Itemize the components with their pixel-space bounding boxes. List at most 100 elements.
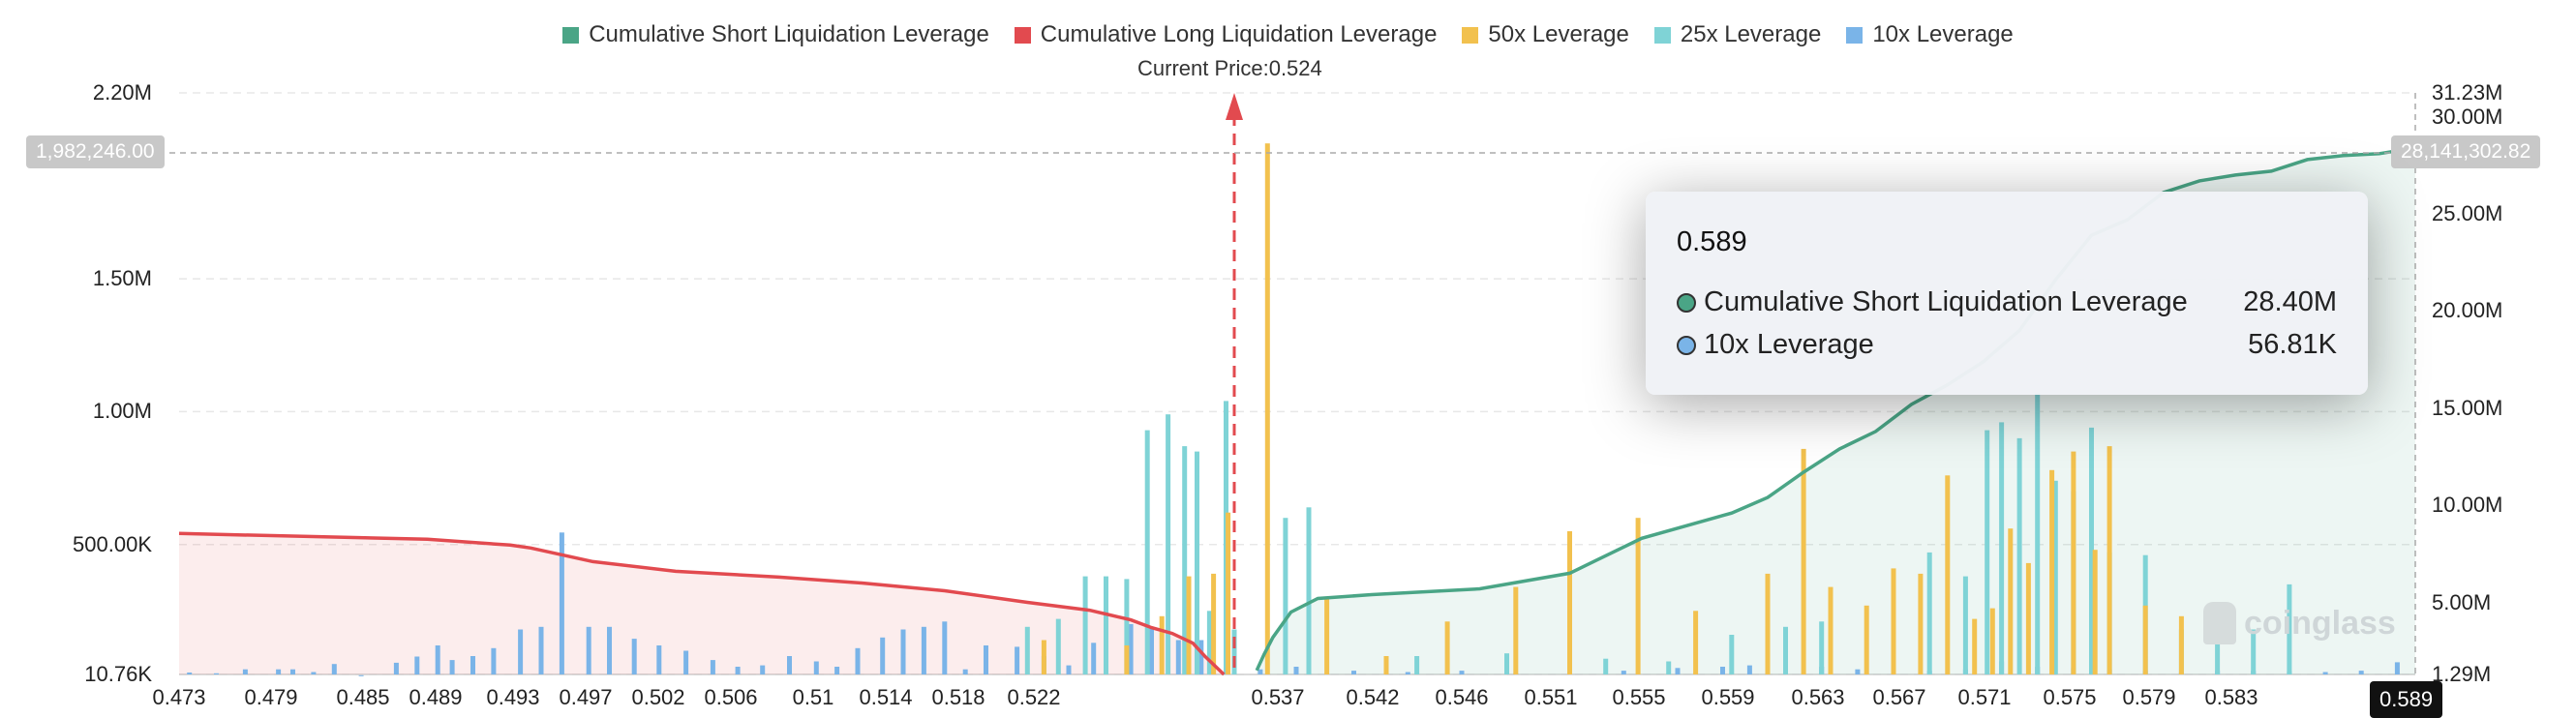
x-axis-tick: 0.579	[2122, 685, 2176, 709]
legend-item[interactable]: 10x Leverage	[1846, 21, 2014, 48]
25x-leverage-bar	[1666, 661, 1672, 674]
25x-leverage-bar	[1144, 430, 1150, 674]
25x-leverage-bar	[1024, 626, 1030, 674]
x-axis-tick: 0.563	[1791, 685, 1845, 709]
25x-leverage-bar	[2287, 583, 2292, 674]
legend-swatch-icon	[562, 26, 580, 44]
10x-leverage-bar	[1855, 669, 1861, 674]
25x-leverage-bar	[1283, 518, 1288, 674]
legend-label: 50x Leverage	[1488, 21, 1629, 47]
50x-leverage-bar	[1383, 656, 1389, 674]
watermark-text: coinglass	[2244, 604, 2396, 642]
tooltip: 0.589 Cumulative Short Liquidation Lever…	[1646, 192, 2368, 395]
50x-leverage-bar	[1864, 605, 1869, 674]
50x-leverage-bar	[1124, 645, 1130, 674]
10x-leverage-bar	[1720, 667, 1725, 674]
50x-leverage-bar	[2049, 469, 2055, 674]
10x-leverage-bar	[2322, 672, 2328, 674]
x-axis-tick: 0.514	[859, 685, 913, 709]
legend-item[interactable]: Cumulative Short Liquidation Leverage	[562, 21, 989, 48]
10x-leverage-bar	[1015, 646, 1020, 674]
10x-leverage-bar	[358, 674, 364, 676]
10x-leverage-bar	[900, 629, 906, 674]
50x-leverage-bar	[1186, 576, 1192, 674]
50x-leverage-bar	[1324, 597, 1330, 674]
watermark: coinglass	[2203, 602, 2396, 644]
tooltip-row-name: Cumulative Short Liquidation Leverage	[1704, 286, 2188, 317]
50x-leverage-bar	[2092, 550, 2098, 674]
10x-leverage-bar	[984, 645, 988, 674]
x-axis-tick: 0.571	[1957, 685, 2012, 709]
10x-leverage-bar	[631, 639, 637, 674]
25x-leverage-bar	[1999, 422, 2005, 674]
current-price-arrow-icon	[1226, 93, 1243, 120]
legend-item[interactable]: Cumulative Long Liquidation Leverage	[1014, 21, 1437, 48]
50x-leverage-bar	[2008, 528, 2014, 674]
10x-leverage-bar	[683, 650, 689, 674]
25x-leverage-bar	[1414, 656, 1420, 674]
x-axis-tick: 0.551	[1524, 685, 1578, 709]
x-axis-tick: 0.51	[792, 685, 834, 709]
10x-leverage-bar	[1258, 669, 1263, 674]
25x-leverage-bar	[2089, 427, 2094, 674]
10x-leverage-bar	[187, 673, 193, 674]
10x-leverage-bar	[1459, 671, 1465, 674]
legend: Cumulative Short Liquidation Leverage Cum…	[0, 21, 2576, 48]
25x-leverage-bar	[1783, 626, 1788, 674]
10x-leverage-bar	[242, 669, 248, 674]
10x-leverage-bar	[276, 669, 282, 674]
x-axis-tick: 0.559	[1701, 685, 1755, 709]
10x-leverage-bar	[1746, 665, 1752, 674]
25x-leverage-bar	[1962, 576, 1968, 674]
long-liquidation-line	[178, 531, 1226, 676]
25x-leverage-bar	[1985, 430, 1990, 674]
10x-leverage-bar	[1621, 671, 1626, 674]
10x-leverage-bar	[813, 661, 819, 674]
10x-leverage-bar	[787, 656, 792, 674]
10x-leverage-bar	[311, 672, 317, 674]
10x-leverage-bar	[586, 626, 591, 674]
25x-leverage-bar	[1231, 629, 1237, 674]
x-axis-tick: 0.506	[704, 685, 758, 709]
25x-leverage-bar	[1195, 451, 1199, 674]
10x-leverage-bar	[834, 667, 840, 674]
legend-item[interactable]: 25x Leverage	[1653, 21, 1822, 48]
left-axis-tick: 1.00M	[92, 399, 152, 423]
tooltip-row-value: 56.81K	[2248, 329, 2337, 360]
current-price-label: Current Price:0.524	[1137, 56, 1322, 80]
10x-leverage-bar	[656, 645, 662, 674]
crosshair-x-value: 0.589	[2370, 681, 2443, 718]
right-axis-tick: 15.00M	[2432, 396, 2503, 420]
10x-leverage-bar	[290, 669, 295, 674]
10x-leverage-bar	[1351, 671, 1356, 674]
50x-leverage-bar	[1972, 618, 1978, 674]
10x-leverage-bar	[331, 664, 337, 674]
25x-leverage-bar	[1166, 414, 1171, 674]
x-axis-tick: 0.497	[559, 685, 613, 709]
10x-leverage-bar	[855, 647, 861, 674]
25x-leverage-bar	[2016, 437, 2022, 674]
legend-swatch-icon	[1462, 26, 1479, 44]
series-dot-icon	[1677, 292, 1696, 313]
right-axis-tick: 25.00M	[2432, 201, 2503, 225]
25x-leverage-bar	[1504, 653, 1509, 674]
right-axis-tick: 31.23M	[2432, 80, 2503, 105]
50x-leverage-bar	[2071, 451, 2076, 674]
50x-leverage-bar	[1635, 518, 1641, 674]
legend-label: Cumulative Short Liquidation Leverage	[589, 21, 989, 47]
25x-leverage-bar	[1182, 446, 1188, 674]
50x-leverage-bar	[2142, 605, 2148, 674]
10x-leverage-bar	[449, 660, 455, 674]
x-axis-tick: 0.518	[931, 685, 985, 709]
10x-leverage-bar	[2394, 662, 2400, 674]
long-liquidation-area	[179, 533, 1225, 674]
10x-leverage-bar	[2358, 671, 2364, 674]
50x-leverage-bar	[2025, 562, 2031, 674]
legend-label: 25x Leverage	[1680, 21, 1822, 47]
tooltip-row-value: 28.40M	[2243, 286, 2337, 317]
10x-leverage-bar	[1293, 667, 1299, 674]
left-axis-tick: 2.20M	[92, 80, 152, 105]
x-axis-tick: 0.537	[1251, 685, 1305, 709]
50x-leverage-bar	[2178, 615, 2184, 674]
legend-item[interactable]: 50x Leverage	[1462, 21, 1629, 48]
